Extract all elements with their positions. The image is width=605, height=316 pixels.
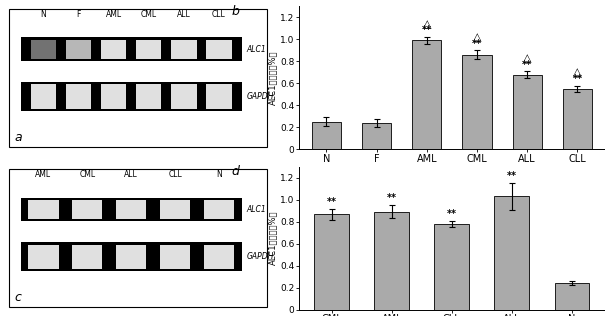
Bar — [21, 242, 241, 271]
Bar — [28, 245, 59, 269]
Text: c: c — [14, 291, 21, 304]
Bar — [204, 200, 234, 219]
Text: CML: CML — [140, 10, 157, 19]
Text: ALL: ALL — [124, 170, 138, 179]
Bar — [555, 283, 589, 310]
Text: GAPDH: GAPDH — [247, 92, 274, 101]
Text: **: ** — [522, 60, 532, 70]
Text: AML: AML — [105, 10, 122, 19]
Text: a: a — [14, 131, 22, 144]
Bar — [362, 123, 391, 149]
Text: **: ** — [387, 193, 397, 204]
Text: AML: AML — [35, 170, 51, 179]
Bar — [136, 40, 162, 59]
Text: ALC1: ALC1 — [247, 205, 267, 214]
Bar — [171, 40, 197, 59]
Bar — [116, 200, 146, 219]
Bar — [21, 198, 241, 221]
Text: b: b — [231, 5, 239, 18]
Text: **: ** — [572, 74, 583, 84]
Bar — [512, 75, 541, 149]
Bar — [204, 245, 234, 269]
Bar — [315, 215, 349, 310]
Bar — [31, 84, 56, 109]
Text: △: △ — [523, 53, 531, 63]
Bar — [494, 196, 529, 310]
Bar — [434, 224, 469, 310]
Bar — [563, 89, 592, 149]
Text: ALL: ALL — [177, 10, 191, 19]
Y-axis label: ALC1相对偶（%）: ALC1相对偶（%） — [269, 51, 277, 105]
Bar — [160, 200, 191, 219]
Bar — [101, 40, 126, 59]
Text: CLL: CLL — [212, 10, 226, 19]
Bar — [66, 40, 91, 59]
Text: △: △ — [473, 32, 481, 42]
Text: **: ** — [507, 172, 517, 181]
Text: N: N — [216, 170, 222, 179]
Bar — [412, 40, 441, 149]
Bar — [21, 82, 241, 111]
Bar — [116, 245, 146, 269]
Bar — [72, 245, 102, 269]
Bar — [312, 122, 341, 149]
Text: ALC1: ALC1 — [247, 45, 267, 54]
Text: △: △ — [573, 67, 581, 77]
Bar — [206, 40, 232, 59]
Bar — [21, 37, 241, 61]
Bar — [374, 212, 409, 310]
Y-axis label: ALC1相对偦（%）: ALC1相对偦（%） — [269, 211, 277, 265]
Text: △: △ — [422, 19, 431, 29]
Text: CML: CML — [79, 170, 95, 179]
Bar — [31, 40, 56, 59]
Text: N: N — [41, 10, 46, 19]
Bar — [101, 84, 126, 109]
Text: **: ** — [472, 39, 482, 49]
Bar — [66, 84, 91, 109]
Text: **: ** — [422, 26, 432, 35]
Text: **: ** — [327, 197, 337, 207]
Bar — [462, 55, 491, 149]
Bar — [72, 200, 102, 219]
Text: F: F — [76, 10, 80, 19]
Text: **: ** — [447, 209, 457, 219]
Bar — [160, 245, 191, 269]
Bar — [28, 200, 59, 219]
Text: d: d — [231, 165, 239, 178]
Bar — [206, 84, 232, 109]
Bar — [171, 84, 197, 109]
Text: CLL: CLL — [168, 170, 182, 179]
Text: GAPDH: GAPDH — [247, 252, 274, 261]
Bar — [136, 84, 162, 109]
